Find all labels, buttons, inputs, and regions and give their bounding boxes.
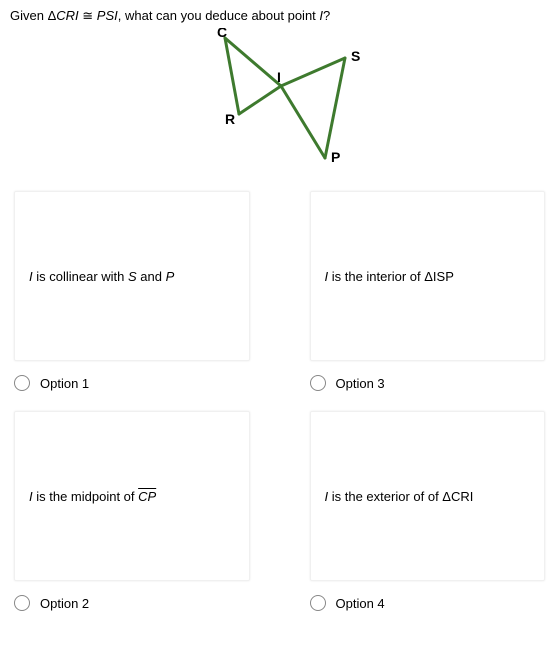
option-4-radio[interactable] bbox=[310, 595, 326, 611]
q-mid: , what can you deduce about point bbox=[118, 8, 320, 23]
q-congr: ≅ bbox=[79, 8, 97, 23]
option-3-card: I is the interior of ΔISP bbox=[310, 191, 546, 361]
option-2-radio[interactable] bbox=[14, 595, 30, 611]
option-1-block: I is collinear with S and P Option 1 bbox=[14, 191, 250, 391]
option-4-radio-row[interactable]: Option 4 bbox=[310, 595, 546, 611]
q-tri1: CRI bbox=[56, 8, 78, 23]
diagram-container: C R I S P bbox=[10, 28, 549, 171]
svg-text:C: C bbox=[217, 28, 227, 40]
svg-text:P: P bbox=[331, 149, 340, 165]
option-1-radio[interactable] bbox=[14, 375, 30, 391]
triangle-diagram: C R I S P bbox=[195, 28, 365, 168]
option-4-text: I is the exterior of of ΔCRI bbox=[325, 489, 474, 504]
option-3-radio-row[interactable]: Option 3 bbox=[310, 375, 546, 391]
option-3-radio[interactable] bbox=[310, 375, 326, 391]
option-4-label: Option 4 bbox=[336, 596, 385, 611]
option-1-card: I is collinear with S and P bbox=[14, 191, 250, 361]
option-2-card: I is the midpoint of CP bbox=[14, 411, 250, 581]
option-2-text: I is the midpoint of CP bbox=[29, 489, 156, 504]
option-2-radio-row[interactable]: Option 2 bbox=[14, 595, 250, 611]
q-suffix: ? bbox=[323, 8, 330, 23]
option-1-radio-row[interactable]: Option 1 bbox=[14, 375, 250, 391]
option-3-text: I is the interior of ΔISP bbox=[325, 269, 454, 284]
options-grid: I is collinear with S and POption 1I is … bbox=[10, 191, 549, 611]
svg-text:I: I bbox=[277, 69, 281, 85]
q-prefix: Given Δ bbox=[10, 8, 56, 23]
q-tri2: PSI bbox=[97, 8, 118, 23]
option-4-card: I is the exterior of of ΔCRI bbox=[310, 411, 546, 581]
option-2-block: I is the midpoint of CP Option 2 bbox=[14, 411, 250, 611]
question-text: Given ΔCRI ≅ PSI, what can you deduce ab… bbox=[10, 8, 549, 24]
svg-text:R: R bbox=[225, 111, 235, 127]
option-2-label: Option 2 bbox=[40, 596, 89, 611]
svg-text:S: S bbox=[351, 48, 360, 64]
option-3-block: I is the interior of ΔISP Option 3 bbox=[310, 191, 546, 391]
option-4-block: I is the exterior of of ΔCRI Option 4 bbox=[310, 411, 546, 611]
option-1-text: I is collinear with S and P bbox=[29, 269, 174, 284]
option-1-label: Option 1 bbox=[40, 376, 89, 391]
option-3-label: Option 3 bbox=[336, 376, 385, 391]
